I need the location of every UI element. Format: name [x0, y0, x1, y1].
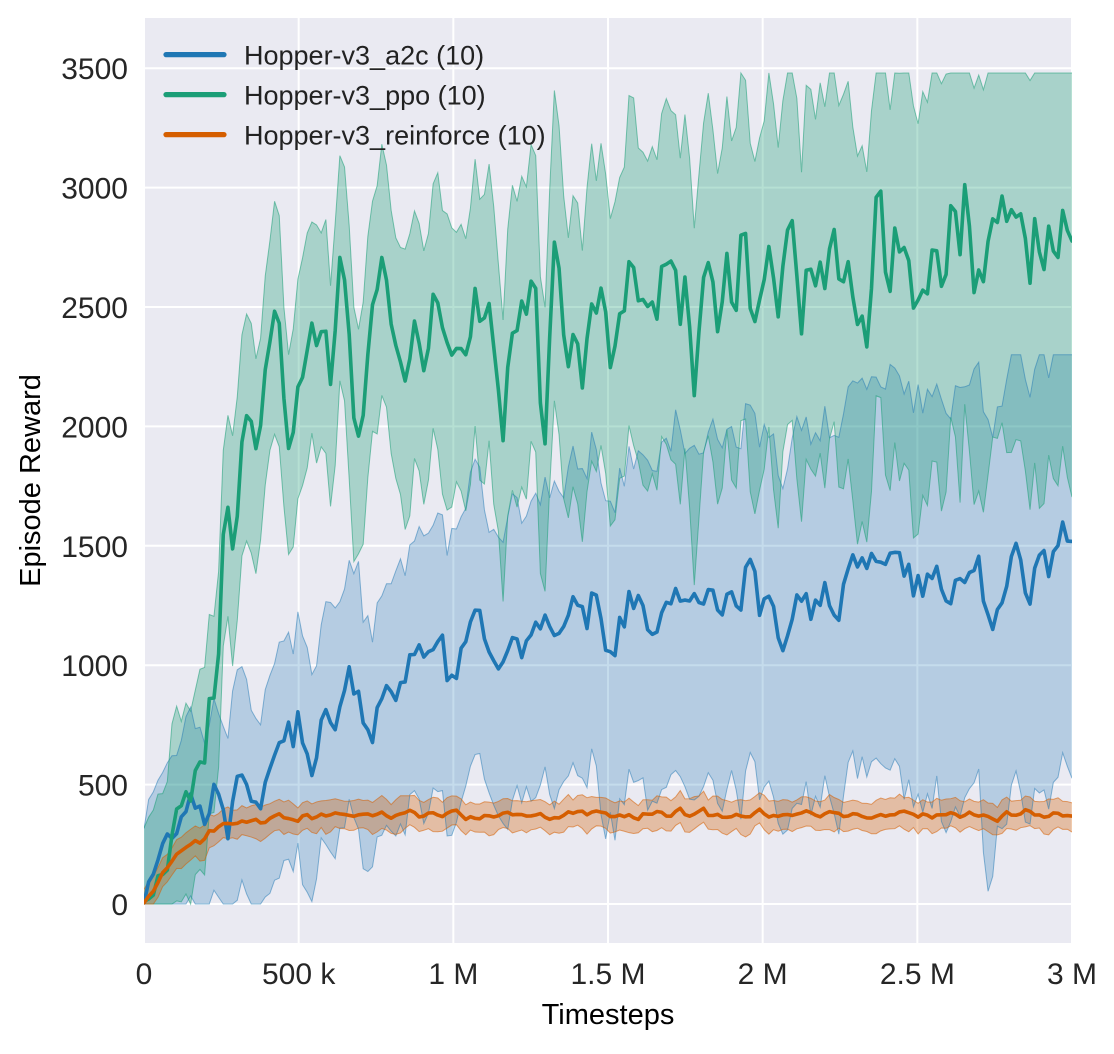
svg-text:3 M: 3 M [1047, 958, 1097, 991]
svg-text:1500: 1500 [61, 531, 128, 564]
svg-text:2.5 M: 2.5 M [880, 958, 955, 991]
svg-text:500 k: 500 k [262, 958, 336, 991]
svg-text:1 M: 1 M [428, 958, 478, 991]
svg-text:0: 0 [136, 958, 153, 991]
svg-text:Hopper-v3_ppo (10): Hopper-v3_ppo (10) [244, 81, 486, 111]
svg-text:500: 500 [78, 770, 128, 803]
svg-text:1.5 M: 1.5 M [570, 958, 645, 991]
svg-text:Episode Reward: Episode Reward [15, 374, 47, 587]
svg-text:2000: 2000 [61, 411, 128, 444]
svg-text:3500: 3500 [61, 53, 128, 86]
svg-text:0: 0 [111, 889, 128, 922]
svg-text:3000: 3000 [61, 173, 128, 206]
svg-text:2 M: 2 M [738, 958, 788, 991]
svg-text:Hopper-v3_a2c (10): Hopper-v3_a2c (10) [244, 41, 484, 71]
svg-text:Timesteps: Timesteps [542, 999, 675, 1031]
svg-text:1000: 1000 [61, 650, 128, 683]
svg-text:2500: 2500 [61, 292, 128, 325]
svg-text:Hopper-v3_reinforce (10): Hopper-v3_reinforce (10) [244, 121, 546, 151]
